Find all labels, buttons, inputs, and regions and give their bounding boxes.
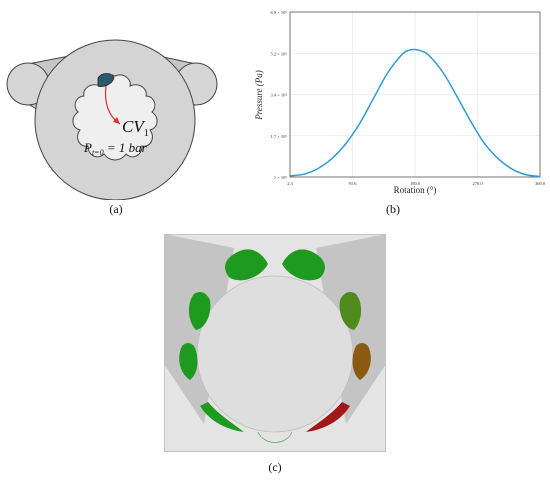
- y-tick-label: 1.7 × 10⁵: [271, 134, 288, 139]
- panel-b-label: (b): [386, 202, 400, 216]
- y-tick-label: 5.2 × 10⁵: [271, 51, 288, 56]
- lobe-left-middle: [179, 343, 198, 380]
- x-axis-label: Rotation (°): [394, 185, 437, 195]
- right-wedge: [316, 234, 386, 424]
- lobe-top-left: [225, 249, 268, 281]
- lobe-right-middle: [352, 343, 371, 380]
- y-axis-label: Pressure (Pa): [254, 70, 264, 121]
- lobe-right-lower: [306, 402, 350, 432]
- cv-arrowhead: [113, 117, 120, 124]
- lobed-rotor: [72, 74, 158, 161]
- chart-ticks: 2.3 91.6 180.0 270.0 360.0 1 × 10⁵ 1.7 × 10⁵ 3.…: [271, 10, 546, 186]
- x-tick-label: 270.0: [472, 181, 483, 186]
- inner-rotor: [196, 275, 354, 433]
- panel-a-label: (a): [109, 202, 123, 216]
- x-tick-label: 180.0: [410, 181, 421, 186]
- lobe-left-upper: [188, 292, 211, 330]
- pressure-chart: 2.3 91.6 180.0 270.0 360.0 1 × 10⁵ 1.7 × 10⁵ 3.…: [254, 10, 546, 195]
- lobe-right-upper: [339, 292, 362, 330]
- left-wedge: [164, 234, 234, 424]
- y-tick-label: 6.9 × 10⁵: [271, 10, 288, 15]
- pressure-series-line: [289, 48, 541, 178]
- x-tick-label: 2.3: [287, 181, 293, 186]
- pump-schematic: CV1 Pt=0 = 1 bar: [6, 39, 218, 200]
- lobe-left-lower: [200, 402, 244, 432]
- x-tick-label: 91.6: [349, 181, 358, 186]
- cv-annotation: CV1: [122, 117, 149, 139]
- lobe-top-right: [282, 249, 325, 281]
- plot-frame: [289, 11, 541, 178]
- chart-grid: [289, 11, 541, 178]
- highlight-chamber: [97, 73, 115, 87]
- bottom-lobe-outline: [257, 431, 293, 443]
- pressure-annotation: Pt=0 = 1 bar: [83, 140, 148, 157]
- x-tick-label: 360.0: [535, 181, 546, 186]
- simulation-snapshot: [164, 234, 386, 452]
- panel-c-label: (c): [268, 460, 282, 474]
- y-tick-label: 1 × 10⁵: [274, 175, 288, 180]
- y-tick-label: 3.4 × 10⁵: [271, 93, 288, 98]
